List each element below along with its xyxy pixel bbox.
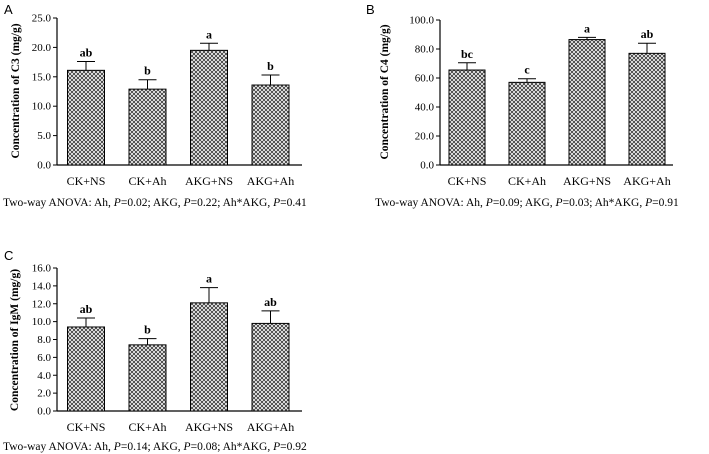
panel-letter: A [4,2,13,17]
bar [67,69,105,166]
chart-plot: 0.0 5.0 10.0 15.0 20.0 25.0 ab CK+NS b CK+Ah a AKG+… [32,13,302,188]
significance-label: b [144,323,151,337]
y-tick-label: 10.0 [32,101,52,113]
x-tick-label: AKG+NS [563,174,611,188]
x-tick-label: CK+NS [67,420,106,434]
x-tick-label: CK+Ah [508,174,546,188]
y-tick-label: 25.0 [32,13,52,25]
significance-label: ab [641,27,654,41]
y-tick-label: 8.0 [37,334,51,346]
significance-label: a [206,27,212,41]
x-tick-label: AKG+Ah [247,174,294,188]
significance-label: a [206,272,212,286]
y-tick-label: 4.0 [37,370,51,382]
y-tick-label: 10.0 [32,316,52,328]
anova-caption: Two-way ANOVA: Ah, P=0.02; AKG, P=0.22; … [3,197,307,209]
chart-plot: 0.0 20.0 40.0 60.0 80.0 100.0 bc CK+NS c CK+Ah a AK… [409,15,673,188]
y-tick-label: 16.0 [32,263,52,275]
y-tick-label: 2.0 [37,388,51,400]
x-tick-label: AKG+Ah [247,420,294,434]
y-tick-label: 20.0 [32,42,52,54]
x-tick-label: CK+NS [67,174,106,188]
y-tick-label: 6.0 [37,352,51,364]
anova-caption: Two-way ANOVA: Ah, P=0.09; AKG, P=0.03; … [375,197,679,209]
bar [67,326,105,412]
bar [448,69,486,166]
y-tick-label: 100.0 [409,15,434,27]
significance-label: b [267,59,274,73]
y-axis-label: Concentration of C3 (mg/g) [10,23,22,158]
bar [251,322,290,412]
significance-label: ab [264,295,277,309]
bar [190,302,228,412]
y-tick-label: 15.0 [32,71,52,83]
anova-caption: Two-way ANOVA: Ah, P=0.14; AKG, P=0.08; … [3,441,307,453]
x-tick-label: AKG+NS [185,420,233,434]
panel-a: A Concentration of C3 (mg/g) 0.0 5.0 10.0 1… [3,2,307,209]
panel-b: B Concentration of C4 (mg/g) 0.0 20.0 40.0… [366,2,679,209]
y-tick-label: 0.0 [37,160,51,172]
y-tick-label: 0.0 [420,160,434,172]
significance-label: bc [461,47,474,61]
bar [190,49,228,166]
bar [251,84,290,166]
y-axis-label: Concentration of IgM (mg/g) [9,269,21,411]
bar [128,88,167,166]
x-tick-label: CK+Ah [128,420,166,434]
significance-label: ab [80,302,93,316]
significance-label: b [144,64,151,78]
y-tick-label: 40.0 [415,102,435,114]
significance-label: ab [80,46,93,60]
panel-c: C Concentration of IgM (mg/g) 0.0 2.0 4.0 6… [3,248,307,453]
bar [628,52,666,166]
significance-label: a [584,21,590,35]
chart-plot: 0.0 2.0 4.0 6.0 8.0 10.0 12.0 14.0 16.0 ab CK+NS b C… [32,263,302,434]
y-tick-label: 14.0 [32,280,52,292]
x-tick-label: CK+Ah [128,174,166,188]
y-tick-label: 12.0 [32,298,52,310]
y-tick-label: 60.0 [415,73,435,85]
bar [508,81,546,166]
y-tick-label: 0.0 [37,406,51,418]
significance-label: c [524,63,530,77]
bar [128,344,167,412]
y-tick-label: 5.0 [37,130,51,142]
x-tick-label: AKG+NS [185,174,233,188]
x-tick-label: AKG+Ah [623,174,670,188]
panel-letter: C [4,248,13,263]
x-tick-label: CK+NS [448,174,487,188]
y-tick-label: 80.0 [415,44,435,56]
y-axis-label: Concentration of C4 (mg/g) [379,24,391,159]
y-tick-label: 20.0 [415,131,435,143]
bar [568,39,606,166]
panel-letter: B [366,2,375,17]
